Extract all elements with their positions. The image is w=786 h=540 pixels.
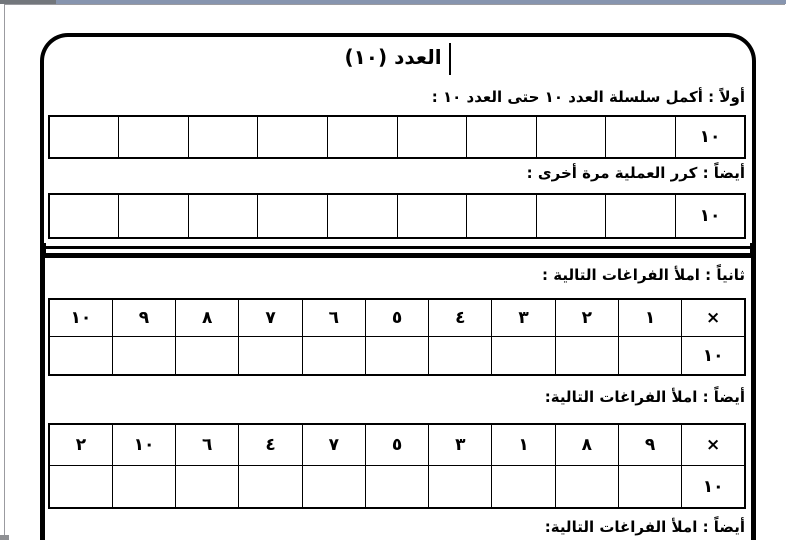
table-cell[interactable]: ٣ <box>491 298 556 337</box>
table-cell[interactable] <box>301 465 366 509</box>
table-cell[interactable]: ١٠ <box>681 336 746 376</box>
table-cell[interactable] <box>187 193 259 239</box>
table-cell[interactable]: ١٠ <box>674 115 746 159</box>
page-title: العدد (١٠) <box>344 45 442 69</box>
instruction-second[interactable]: ثانياً : املأ الفراغات التالية : <box>542 266 745 284</box>
page-edge-top-line <box>4 4 785 5</box>
table-cell[interactable]: ٨ <box>554 423 619 466</box>
table-cell[interactable] <box>301 336 366 376</box>
table-cell[interactable]: × <box>681 423 746 466</box>
table-cell[interactable] <box>396 193 468 239</box>
table-cell[interactable] <box>48 336 113 376</box>
table-cell[interactable]: ٦ <box>301 298 366 337</box>
table-cell[interactable]: ٩ <box>111 298 177 337</box>
table-cell[interactable]: ١ <box>491 423 556 466</box>
table-cell[interactable]: ٣ <box>428 423 493 466</box>
table-cell[interactable]: ٧ <box>238 298 303 337</box>
instruction-also-1[interactable]: أيضاً : املأ الفراغات التالية: <box>544 388 745 406</box>
table-cell[interactable] <box>535 193 607 239</box>
table-row: ١٠ <box>48 193 746 239</box>
multiplication-table-1: × ١ ٢ ٣ ٤ ٥ ٦ ٧ ٨ ٩ ١٠ ١٠ <box>48 298 746 376</box>
answer-row: ١٠ <box>48 336 746 376</box>
table-cell[interactable]: ٢ <box>554 298 619 337</box>
number-series-table-1: ١٠ <box>48 115 746 159</box>
table-cell[interactable] <box>491 465 556 509</box>
table-cell[interactable] <box>257 115 328 159</box>
table-cell[interactable]: ٨ <box>175 298 240 337</box>
table-cell[interactable] <box>326 193 398 239</box>
table-cell[interactable] <box>118 115 189 159</box>
table-cell[interactable]: ١٠ <box>111 423 177 466</box>
table-cell[interactable]: ٥ <box>364 298 430 337</box>
table-cell[interactable] <box>617 465 683 509</box>
table-cell[interactable]: ٩ <box>617 423 683 466</box>
header-row: × ١ ٢ ٣ ٤ ٥ ٦ ٧ ٨ ٩ ١٠ <box>48 298 746 337</box>
table-row: ١٠ <box>48 115 746 159</box>
table-cell[interactable] <box>554 336 619 376</box>
table-cell[interactable] <box>617 336 683 376</box>
table-cell[interactable]: ٤ <box>238 423 303 466</box>
table-cell[interactable] <box>466 115 537 159</box>
table-cell[interactable] <box>48 465 113 509</box>
table-cell[interactable] <box>111 465 177 509</box>
table-cell[interactable] <box>238 465 303 509</box>
table-cell[interactable]: × <box>681 298 746 337</box>
table-cell[interactable] <box>428 336 493 376</box>
table-cell[interactable] <box>466 193 537 239</box>
table-cell[interactable]: ٢ <box>48 423 113 466</box>
table-cell[interactable] <box>175 336 240 376</box>
table-cell[interactable] <box>554 465 619 509</box>
table-cell[interactable] <box>605 193 676 239</box>
top-scrollbar-strip <box>0 0 786 4</box>
table-cell[interactable] <box>187 115 259 159</box>
table-cell[interactable] <box>535 115 607 159</box>
table-cell[interactable] <box>491 336 556 376</box>
table-cell[interactable]: ٥ <box>364 423 430 466</box>
page-edge-left-line <box>4 4 5 540</box>
text-cursor <box>448 42 451 75</box>
table-cell[interactable]: ١٠ <box>681 465 746 509</box>
table-cell[interactable] <box>118 193 189 239</box>
number-series-table-2: ١٠ <box>48 193 746 239</box>
instruction-also-2[interactable]: أيضاً : املأ الفراغات التالية: <box>544 518 745 536</box>
worksheet-box-2 <box>40 253 756 540</box>
table-cell[interactable] <box>396 115 468 159</box>
table-cell[interactable]: ٤ <box>428 298 493 337</box>
header-row: × ٩ ٨ ١ ٣ ٥ ٧ ٤ ٦ ١٠ ٢ <box>48 423 746 466</box>
box-border-joint-left <box>40 243 46 255</box>
table-cell[interactable] <box>364 465 430 509</box>
worksheet-box-1 <box>40 33 756 249</box>
table-cell[interactable]: ٧ <box>301 423 366 466</box>
table-cell[interactable] <box>257 193 328 239</box>
table-cell[interactable] <box>48 193 120 239</box>
table-cell[interactable] <box>364 336 430 376</box>
table-cell[interactable]: ١٠ <box>674 193 746 239</box>
multiplication-table-2: × ٩ ٨ ١ ٣ ٥ ٧ ٤ ٦ ١٠ ٢ ١٠ <box>48 423 746 509</box>
table-cell[interactable]: ١ <box>617 298 683 337</box>
box-border-joint-right <box>750 243 756 255</box>
top-strip-left-segment <box>0 0 56 4</box>
page-title-line[interactable]: العدد (١٠) <box>40 40 756 76</box>
table-cell[interactable]: ١٠ <box>48 298 113 337</box>
top-strip-segment <box>0 0 786 4</box>
table-cell[interactable] <box>326 115 398 159</box>
table-cell[interactable] <box>428 465 493 509</box>
table-cell[interactable] <box>238 336 303 376</box>
window-corner-nub <box>0 535 9 540</box>
table-cell[interactable] <box>48 115 120 159</box>
table-cell[interactable] <box>111 336 177 376</box>
table-cell[interactable] <box>175 465 240 509</box>
instruction-repeat[interactable]: أيضاً : كرر العملية مرة أخرى : <box>526 164 745 182</box>
instruction-first[interactable]: أولاً : أكمل سلسلة العدد ١٠ حتى العدد ١٠… <box>431 88 745 106</box>
table-cell[interactable] <box>605 115 676 159</box>
table-cell[interactable]: ٦ <box>175 423 240 466</box>
answer-row: ١٠ <box>48 465 746 509</box>
